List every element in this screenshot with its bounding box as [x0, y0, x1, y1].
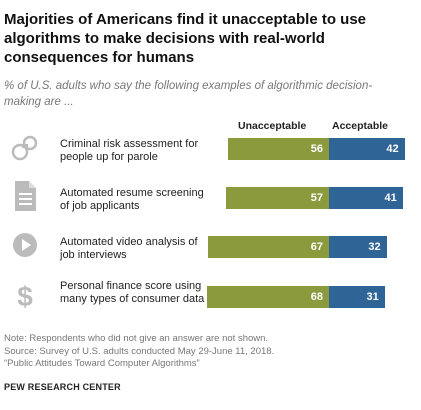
dollar-sign-icon: $	[10, 278, 40, 312]
chart-row: Criminal risk assessment for people up f…	[0, 128, 421, 176]
chart-subtitle: % of U.S. adults who say the following e…	[4, 80, 373, 108]
category-label: Automated video analysis of job intervie…	[60, 236, 198, 261]
value-label-unacceptable: 56	[310, 143, 323, 155]
category-label: Personal finance score using many types …	[60, 280, 205, 305]
legend-acceptable: Acceptable	[332, 120, 389, 132]
chart-title: Majorities of Americans find it unaccept…	[4, 11, 367, 66]
bar-acceptable: 42	[329, 138, 405, 160]
footnote: Note: Respondents who did not give an an…	[4, 333, 414, 371]
report-title: “Public Attitudes Toward Computer Algori…	[4, 358, 200, 369]
value-label-acceptable: 41	[384, 192, 397, 204]
bar-unacceptable: 57	[226, 187, 329, 209]
bar-unacceptable: 67	[208, 236, 329, 258]
bar-acceptable: 32	[329, 236, 387, 258]
value-label-acceptable: 32	[368, 241, 381, 253]
chart-row: Automated video analysis of job intervie…	[0, 226, 421, 274]
bar-unacceptable: 56	[228, 138, 329, 160]
svg-text:$: $	[17, 281, 33, 312]
bar-unacceptable: 68	[206, 286, 329, 308]
value-label-acceptable: 42	[386, 143, 399, 155]
bar-acceptable: 41	[329, 187, 403, 209]
handcuffs-icon	[10, 130, 40, 164]
document-icon	[10, 179, 40, 213]
value-label-unacceptable: 68	[310, 291, 323, 303]
value-label-unacceptable: 67	[310, 241, 323, 253]
category-label: Automated resume screening of job applic…	[60, 187, 204, 212]
source-text: Source: Survey of U.S. adults conducted …	[4, 345, 275, 357]
pew-logo: PEW RESEARCH CENTER	[4, 382, 121, 392]
chart-row: Automated resume screening of job applic…	[0, 177, 421, 225]
bar-acceptable: 31	[329, 286, 385, 308]
chart-row: $ Personal finance score using many types…	[0, 276, 421, 324]
value-label-unacceptable: 57	[310, 192, 323, 204]
note-text: Note: Respondents who did not give an an…	[4, 333, 269, 344]
category-label: Criminal risk assessment for people up f…	[60, 138, 199, 163]
legend-unacceptable: Unacceptable	[238, 120, 307, 132]
value-label-acceptable: 31	[366, 291, 379, 303]
video-play-icon	[10, 228, 40, 262]
